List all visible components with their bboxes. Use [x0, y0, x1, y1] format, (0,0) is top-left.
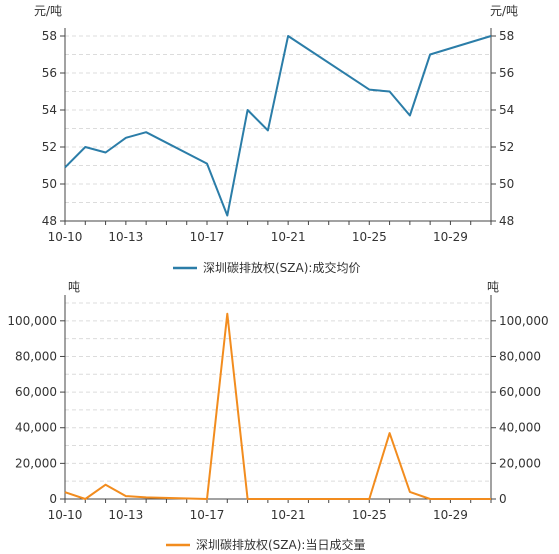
right-unit-label: 元/吨 — [490, 4, 518, 18]
y-tick-label: 100,000 — [499, 314, 549, 328]
y-tick-label: 40,000 — [15, 421, 57, 435]
right-y-axis: 0 20,000 40,000 60,000 80,000 100,000 — [491, 314, 549, 506]
y-tick-label: 54 — [499, 103, 514, 117]
left-unit-label: 元/吨 — [34, 4, 62, 18]
series-line — [64, 35, 492, 217]
y-tick-label: 58 — [42, 29, 57, 43]
series-layer — [64, 312, 491, 500]
volume-chart: 吨 吨 0 20,000 40,000 60,000 80,000 100,000 0 20… — [7, 280, 548, 552]
left-unit-label: 吨 — [68, 280, 80, 294]
y-tick-label: 60,000 — [499, 385, 541, 399]
y-tick-label: 20,000 — [15, 456, 57, 470]
legend-label: 深圳碳排放权(SZA):成交均价 — [203, 260, 360, 275]
axes — [64, 28, 492, 222]
x-tick-label: 10-17 — [190, 230, 225, 244]
legend-label: 深圳碳排放权(SZA):当日成交量 — [196, 537, 365, 552]
right-unit-label: 吨 — [487, 280, 499, 294]
y-tick-label: 58 — [499, 29, 514, 43]
x-tick-label: 10-10 — [48, 230, 83, 244]
y-tick-label: 56 — [499, 66, 514, 80]
legend[interactable]: 深圳碳排放权(SZA):成交均价 — [173, 260, 360, 275]
y-tick-label: 80,000 — [15, 349, 57, 363]
y-tick-label: 52 — [499, 140, 514, 154]
series-line — [64, 312, 491, 500]
y-tick-label: 100,000 — [7, 314, 57, 328]
x-axis: 10-10 10-13 10-17 10-21 10-25 10-29 — [48, 221, 492, 244]
y-tick-label: 20,000 — [499, 456, 541, 470]
x-tick-label: 10-10 — [48, 508, 83, 522]
y-tick-label: 80,000 — [499, 349, 541, 363]
x-tick-label: 10-29 — [433, 230, 468, 244]
y-tick-label: 56 — [42, 66, 57, 80]
y-tick-label: 48 — [42, 214, 57, 228]
grid — [65, 35, 491, 203]
y-tick-label: 40,000 — [499, 421, 541, 435]
y-tick-label: 0 — [499, 492, 507, 506]
y-tick-label: 48 — [499, 214, 514, 228]
x-axis: 10-10 10-13 10-17 10-21 10-25 10-29 — [48, 499, 492, 522]
x-tick-label: 10-13 — [108, 508, 143, 522]
y-tick-label: 50 — [499, 177, 514, 191]
x-tick-label: 10-25 — [352, 508, 387, 522]
y-tick-label: 54 — [42, 103, 57, 117]
right-y-axis: 48 50 52 54 56 58 — [491, 29, 514, 228]
left-y-axis: 48 50 52 54 56 58 — [42, 29, 65, 228]
y-tick-label: 52 — [42, 140, 57, 154]
x-tick-label: 10-13 — [108, 230, 143, 244]
x-tick-label: 10-25 — [352, 230, 387, 244]
x-tick-label: 10-21 — [271, 230, 306, 244]
x-tick-label: 10-29 — [433, 508, 468, 522]
x-tick-label: 10-21 — [271, 508, 306, 522]
y-tick-label: 50 — [42, 177, 57, 191]
y-tick-label: 0 — [49, 492, 57, 506]
legend[interactable]: 深圳碳排放权(SZA):当日成交量 — [166, 537, 365, 552]
grid — [65, 302, 491, 482]
left-y-axis: 0 20,000 40,000 60,000 80,000 100,000 — [7, 314, 65, 506]
x-tick-label: 10-17 — [190, 508, 225, 522]
axes — [64, 295, 492, 500]
series-layer — [64, 35, 492, 217]
y-tick-label: 60,000 — [15, 385, 57, 399]
